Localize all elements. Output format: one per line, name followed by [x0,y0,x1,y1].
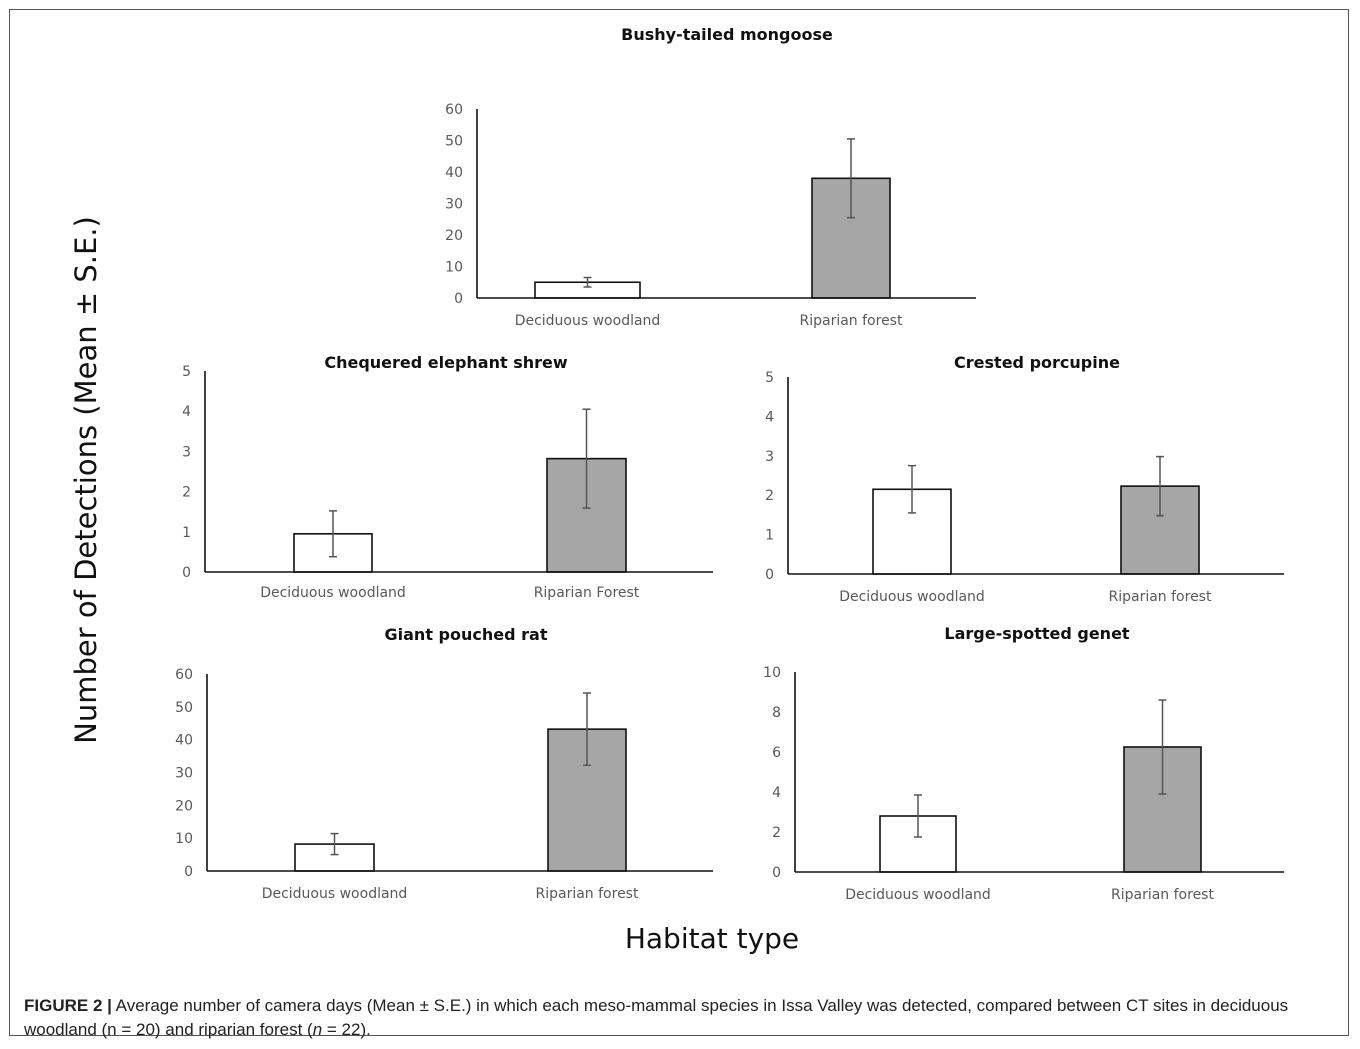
panel-4-category-label-1: Riparian forest [536,886,639,902]
panel-2-category-label-1: Riparian Forest [534,585,640,601]
panel-4-ytick-4: 40 [175,733,193,749]
panel-2-ytick-0: 0 [182,565,191,581]
panel-5-ytick-2: 4 [772,785,781,801]
panel-1-ytick-3: 30 [445,197,463,213]
panel-5-category-label-0: Deciduous woodland [845,887,991,903]
panel-1-category-label-1: Riparian forest [800,313,903,329]
panel-1-ytick-0: 0 [454,291,463,307]
panel-5-category-label-1: Riparian forest [1111,887,1214,903]
panel-1-ytick-2: 20 [445,228,463,244]
panel-2-ytick-3: 3 [182,444,191,460]
panel-4-ytick-5: 50 [175,700,193,716]
panel-5-title: Large-spotted genet [944,624,1130,643]
panel-3-category-label-0: Deciduous woodland [839,589,985,605]
panel-1-ytick-6: 60 [445,102,463,118]
panel-3-ytick-0: 0 [765,567,774,583]
panel-5-ytick-4: 8 [772,705,781,721]
panel-1-ytick-1: 10 [445,260,463,276]
panel-1-ytick-5: 50 [445,134,463,150]
figure-caption: FIGURE 2 | Average number of camera days… [24,994,1324,1042]
panel-1-category-label-0: Deciduous woodland [515,313,661,329]
y-axis-label: Number of Detections (Mean ± S.E.) [69,216,103,744]
panel-4-category-label-0: Deciduous woodland [262,886,408,902]
panel-4-ytick-0: 0 [184,864,193,880]
panel-5-ytick-0: 0 [772,865,781,881]
panel-4-ytick-3: 30 [175,766,193,782]
panel-4-ytick-2: 20 [175,798,193,814]
panel-4-ytick-6: 60 [175,667,193,683]
panel-4-ytick-1: 10 [175,831,193,847]
panel-2-ytick-2: 2 [182,485,191,501]
panel-4-title: Giant pouched rat [385,625,548,644]
panel-5-ytick-5: 10 [763,665,781,681]
panel-3-ytick-2: 2 [765,488,774,504]
panel-5-ytick-3: 6 [772,745,781,761]
panel-2-title: Chequered elephant shrew [324,353,568,372]
panel-3-title: Crested porcupine [954,353,1120,372]
panel-5-ytick-1: 2 [772,825,781,841]
panel-1-ytick-4: 40 [445,165,463,181]
panel-2-ytick-1: 1 [182,525,191,541]
caption-text-part-1: Average number of camera days (Mean ± S.… [24,996,1289,1039]
x-axis-label: Habitat type [624,922,800,955]
caption-figure-label: FIGURE 2 | [24,996,112,1015]
panel-3-category-label-1: Riparian forest [1109,589,1212,605]
panel-3-ytick-4: 4 [765,409,774,425]
panel-2-ytick-5: 5 [182,364,191,380]
panel-3-ytick-1: 1 [765,528,774,544]
panel-2-ytick-4: 4 [182,404,191,420]
panel-3-ytick-5: 5 [765,370,774,386]
panel-2-category-label-0: Deciduous woodland [260,585,406,601]
caption-text-part-2: = 22). [322,1020,371,1039]
panel-3-ytick-3: 3 [765,449,774,465]
panel-1-title: Bushy-tailed mongoose [621,25,833,44]
caption-n-symbol: n [312,1020,323,1039]
